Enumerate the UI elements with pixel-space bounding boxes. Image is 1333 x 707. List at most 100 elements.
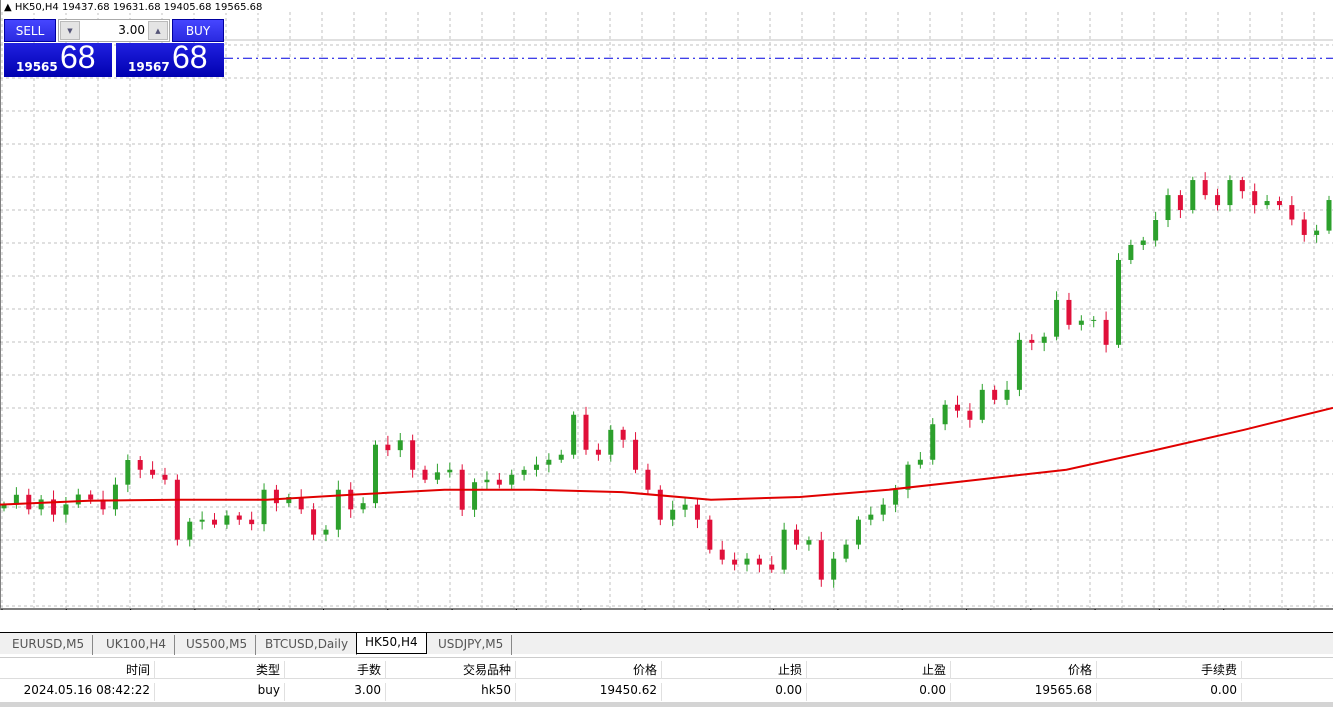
candle-body	[794, 529, 800, 545]
candle-body	[112, 484, 118, 510]
candle-body	[1301, 219, 1307, 235]
buy-price-pips: 68	[172, 39, 208, 75]
tab-us500[interactable]: US500,M5	[178, 635, 257, 655]
candle-body	[831, 558, 837, 580]
candle-body	[1041, 336, 1047, 343]
candle-body	[707, 519, 713, 550]
tab-btcusd[interactable]: BTCUSD,Daily	[257, 635, 358, 655]
candle-body	[1326, 200, 1332, 231]
candle-body	[595, 449, 601, 455]
table-cell: 0.00	[807, 683, 951, 701]
increase-lot-icon[interactable]: ▲	[148, 21, 168, 40]
candle-body	[1289, 205, 1295, 220]
sell-price[interactable]: 19565 68	[4, 39, 112, 77]
moving-average-line	[0, 406, 1333, 506]
candle-body	[372, 444, 378, 504]
candle-body	[1215, 195, 1221, 206]
candle-body	[1004, 389, 1010, 400]
candle-body	[1016, 339, 1022, 390]
chart-header: ▲ HK50,H4 19437.68 19631.68 19405.68 195…	[4, 2, 265, 13]
lot-size-input[interactable]: 3.00	[118, 23, 145, 37]
table-cell: 0.00	[1097, 683, 1242, 701]
chart-title: HK50,H4	[14, 2, 59, 13]
candle-body	[1091, 319, 1097, 321]
candle-body	[1165, 195, 1171, 221]
tab-uk100[interactable]: UK100,H4	[98, 635, 176, 655]
candle-body	[509, 474, 515, 485]
candle-body	[533, 464, 539, 470]
candle-body	[1153, 220, 1159, 241]
candle-body	[719, 549, 725, 560]
tab-usdjpy[interactable]: USDJPY,M5	[430, 635, 513, 655]
candle-body	[521, 469, 527, 475]
candle-body	[360, 503, 366, 510]
candle-body	[744, 558, 750, 565]
candle-body	[1029, 339, 1035, 343]
candle-body	[1264, 201, 1270, 206]
candle-body	[261, 489, 267, 525]
table-row[interactable]: 2024.05.16 08:42:22 buy 3.00 hk50 19450.62 0.…	[0, 680, 1333, 702]
sell-button[interactable]: SELL	[4, 19, 56, 42]
collapse-triangle-icon[interactable]: ▲	[4, 2, 12, 13]
candle-body	[26, 494, 32, 510]
column-header: 时间	[0, 661, 155, 679]
sell-price-pips: 68	[60, 39, 96, 75]
candle-body	[63, 504, 69, 515]
lot-size-stepper[interactable]: ▼ 3.00 ▲	[58, 19, 170, 42]
candle-body	[1276, 201, 1282, 206]
tab-eurusd[interactable]: EURUSD,M5	[4, 635, 94, 655]
column-header: 止损	[662, 661, 807, 679]
candle-body	[88, 494, 94, 500]
candle-body	[1314, 230, 1320, 235]
candle-body	[38, 499, 44, 510]
candle-body	[682, 504, 688, 510]
decrease-lot-icon[interactable]: ▼	[60, 21, 80, 40]
candle-body	[855, 519, 861, 545]
candle-body	[1252, 191, 1258, 206]
candle-body	[496, 479, 502, 485]
candle-body	[472, 482, 478, 510]
candle-body	[348, 489, 354, 510]
candle-body	[657, 489, 663, 520]
candle-body	[137, 460, 143, 470]
candle-body	[286, 497, 292, 504]
buy-price[interactable]: 19567 68	[116, 39, 224, 77]
column-header: 手数	[285, 661, 386, 679]
horizontal-scrollbar[interactable]	[0, 702, 1333, 707]
candle-body	[273, 489, 279, 504]
candle-body	[397, 440, 403, 451]
table-cell: 0.00	[662, 683, 807, 701]
candle-body	[100, 499, 106, 510]
candle-body	[323, 529, 329, 535]
candle-body	[13, 494, 19, 505]
buy-button[interactable]: BUY	[172, 19, 224, 42]
candle-body	[125, 460, 131, 485]
candle-body	[447, 469, 453, 473]
candle-body	[335, 489, 341, 530]
table-cell: buy	[155, 683, 285, 701]
ohlc-values: 19437.68 19631.68 19405.68 19565.68	[61, 2, 263, 13]
candle-body	[769, 564, 775, 570]
candle-body	[694, 504, 700, 520]
price-chart[interactable]: 18 Mar 202420 Mar 12:0022 Mar 04:0025 Ma…	[0, 0, 1333, 610]
candle-body	[806, 540, 812, 545]
candle-body	[781, 529, 787, 570]
candle-body	[868, 514, 874, 520]
candle-body	[249, 519, 255, 525]
candle-body	[298, 497, 304, 510]
candle-body	[1054, 299, 1060, 337]
tab-hk50[interactable]: HK50,H4	[356, 633, 427, 654]
candle-body	[942, 404, 948, 425]
candle-body	[1078, 320, 1084, 325]
candle-body	[212, 519, 218, 525]
candle-body	[187, 521, 193, 540]
candle-body	[645, 469, 651, 490]
candle-body	[756, 558, 762, 565]
candle-body	[955, 404, 961, 411]
table-cell: 2024.05.16 08:42:22	[0, 683, 155, 701]
candle-body	[1103, 319, 1109, 345]
column-header: 价格	[516, 661, 662, 679]
candle-body	[620, 429, 626, 440]
candle-body	[51, 499, 57, 515]
table-cell: 3.00	[285, 683, 386, 701]
